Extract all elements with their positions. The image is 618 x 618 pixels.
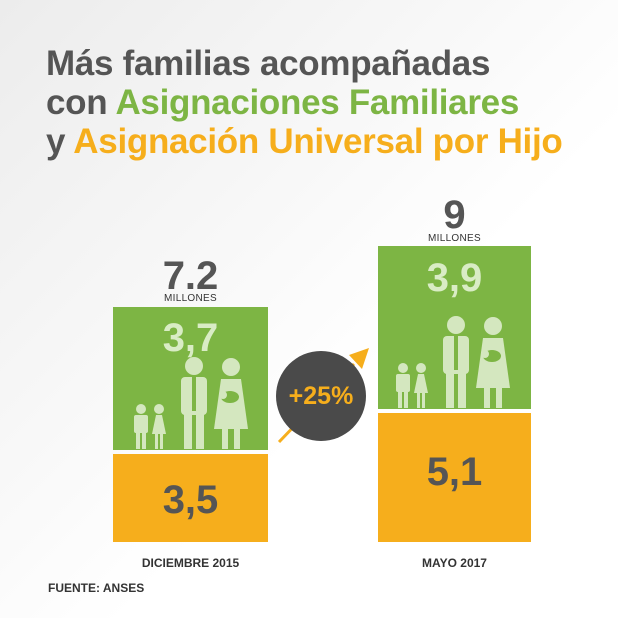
- family-icon: [396, 316, 510, 408]
- title-line-2: con Asignaciones Familiares: [46, 83, 562, 122]
- total-unit-dic-2015: MILLONES: [164, 293, 217, 304]
- title-line-3-prefix: y: [46, 122, 74, 161]
- value-asignaciones-dic-2015: 3,7: [162, 316, 219, 360]
- title-line-3: y Asignación Universal por Hijo: [46, 122, 563, 161]
- total-value-may-2017: 9: [443, 193, 466, 237]
- bar-auh-may-2017: [378, 413, 531, 542]
- growth-badge: +25%: [276, 351, 366, 441]
- family-icon: [134, 357, 248, 449]
- value-auh-dic-2015: 3,5: [162, 478, 219, 522]
- value-asignaciones-may-2017: 3,9: [426, 256, 483, 300]
- bar-auh-dic-2015: [113, 454, 268, 542]
- title-line-1: Más familias acompañadas: [46, 44, 491, 83]
- category-label-dic-2015: DICIEMBRE 2015: [141, 556, 240, 570]
- value-auh-may-2017: 5,1: [426, 450, 483, 494]
- total-value-dic-2015: 7.2: [162, 254, 219, 298]
- source-note: FUENTE: ANSES: [48, 581, 145, 595]
- title-line-2-prefix: con: [46, 83, 116, 122]
- category-label-may-2017: MAYO 2017: [422, 556, 487, 570]
- growth-badge-label: +25%: [288, 382, 354, 410]
- title-highlight-asignaciones: Asignaciones Familiares: [115, 83, 520, 122]
- title-highlight-auh: Asignación Universal por Hijo: [73, 122, 563, 161]
- total-unit-may-2017: MILLONES: [428, 233, 481, 244]
- chart-title: Más familias acompañadas con Asignacione…: [46, 44, 563, 161]
